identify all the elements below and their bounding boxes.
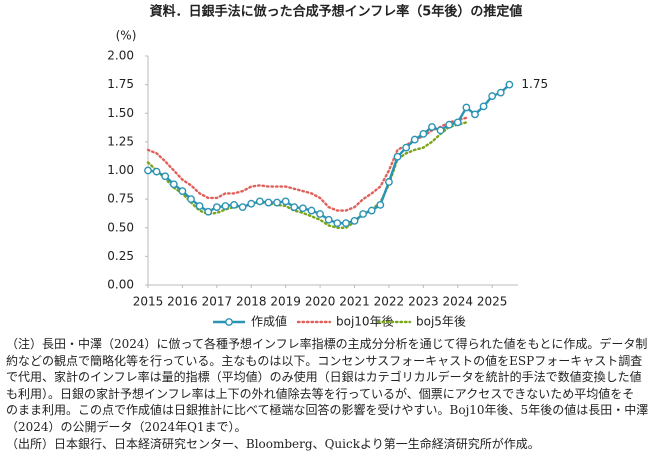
point (212, 203, 221, 212)
point (221, 202, 230, 210)
y-tick-label: 0.50 (107, 220, 134, 234)
point (281, 197, 290, 206)
value-label: 1.75 (521, 77, 548, 91)
series-line (146, 116, 468, 212)
point (255, 197, 264, 206)
point (204, 207, 213, 216)
note-line: で代用、家計のインフレ率は量的指標（平均値）のみ使用（日銀はカテゴリカルデータを… (6, 370, 642, 385)
point (505, 80, 514, 89)
point (290, 203, 299, 212)
note-line: （2024）の公開データ（2024年Q1まで）。 (6, 419, 247, 434)
x-tick-label: 2023 (408, 295, 439, 309)
series-line (147, 83, 511, 225)
note-line: 約などの観点で簡略化等を行っている。主なものは以下。コンセンサスフォーキャストの… (6, 353, 643, 368)
y-axis-label: (%) (116, 29, 137, 43)
point (238, 203, 247, 212)
point (488, 92, 497, 100)
y-tick-label: 0.75 (107, 192, 134, 206)
x-tick-label: 2020 (305, 295, 336, 309)
point (376, 200, 385, 209)
x-tick-label: 2019 (270, 295, 301, 309)
point (298, 204, 307, 213)
point (359, 210, 368, 218)
legend-label: 作成値 (251, 314, 287, 329)
point (195, 202, 204, 210)
point (419, 129, 428, 138)
y-tick-label: 0.00 (107, 278, 134, 292)
point (316, 210, 324, 218)
point (264, 198, 273, 207)
legend-marker (225, 318, 233, 326)
legend-label: boj10年後 (336, 315, 394, 329)
point (479, 102, 488, 111)
point (385, 178, 393, 186)
chart: 資料．日銀手法に倣った合成予想インフレ率（5年後）の推定値 (%) 0.00 0.… (107, 4, 548, 329)
series-line (146, 121, 468, 229)
x-tick-label: 2018 (236, 295, 267, 309)
note-line: のまま利用。この点で作成値は日銀推計に比べて極端な回答の影響を受けやすい。Boj… (6, 403, 649, 418)
point (402, 143, 411, 152)
point (342, 219, 350, 228)
y-tick-label: 1.25 (107, 134, 134, 148)
notes: （注）長田・中澤（2024）に倣って各種予想インフレ率指標の主成分分析を通じて得… (6, 336, 670, 452)
point (187, 195, 195, 204)
y-tick-label: 1.50 (107, 106, 134, 120)
point (462, 103, 471, 112)
point (410, 135, 419, 144)
point (393, 152, 402, 161)
point (453, 118, 462, 127)
point (247, 199, 256, 208)
point (436, 126, 445, 135)
y-tick-label: 1.75 (107, 77, 134, 91)
x-tick-label: 2017 (202, 295, 233, 309)
point (161, 172, 170, 181)
point (428, 123, 436, 131)
x-tick-label: 2025 (477, 295, 508, 309)
note-line: （注）長田・中澤（2024）に倣って各種予想インフレ率指標の主成分分析を通じて得… (6, 337, 648, 351)
point (350, 216, 359, 225)
legend-label: boj5年後 (416, 315, 466, 329)
x-tick-label: 2021 (339, 295, 370, 309)
x-tick-label: 2024 (442, 295, 473, 309)
chart-title: 資料．日銀手法に倣った合成予想インフレ率（5年後）の推定値 (150, 4, 523, 20)
point (230, 200, 238, 209)
point (273, 198, 281, 207)
point (496, 88, 505, 97)
x-tick-label: 2015 (133, 295, 164, 309)
x-tick-label: 2022 (374, 295, 405, 309)
y-tick-label: 2.00 (107, 49, 134, 63)
point (152, 167, 161, 176)
x-tick-label: 2016 (167, 295, 198, 309)
y-tick-label: 0.25 (107, 249, 134, 263)
point (471, 110, 479, 119)
y-tick-label: 1.00 (107, 163, 134, 177)
point (144, 166, 152, 175)
point (445, 120, 454, 129)
point (169, 180, 178, 189)
point (324, 215, 333, 224)
point (307, 206, 316, 215)
point (178, 187, 187, 196)
note-line: も利用）。日銀の家計予想インフレ率は上下の外れ値除去等を行っているが、個票にアク… (6, 386, 635, 401)
note-line: （出所）日本銀行、日本経済研究センター、Bloomberg、Quickより第一生… (6, 436, 540, 451)
point (367, 206, 376, 215)
point (333, 219, 342, 228)
